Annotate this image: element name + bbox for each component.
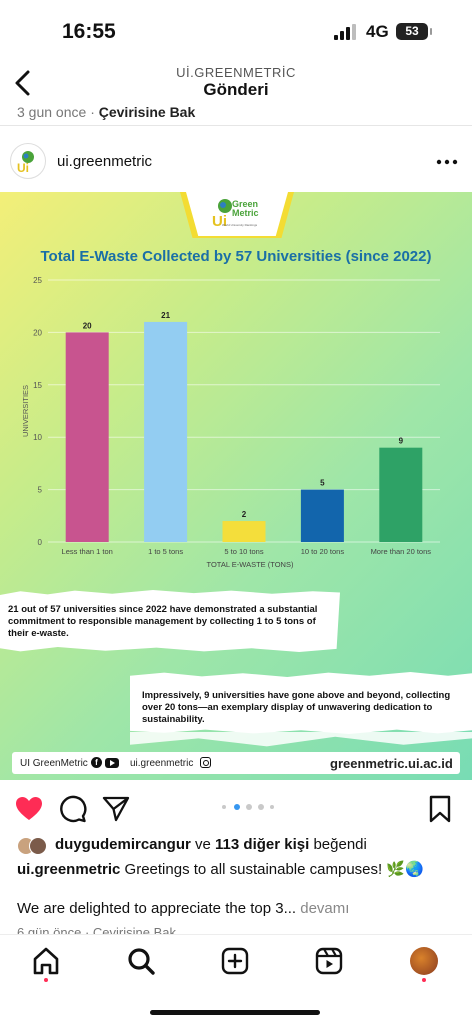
bar bbox=[300, 489, 344, 542]
torn-paper-edge bbox=[130, 732, 472, 747]
x-tick-label: 1 to 5 tons bbox=[148, 547, 183, 556]
signal-icon bbox=[334, 24, 356, 40]
profile-notification-dot bbox=[422, 978, 426, 982]
greenmetric-globe-icon: Ui bbox=[212, 199, 232, 228]
profile-avatar[interactable] bbox=[410, 947, 438, 975]
more-options-icon[interactable] bbox=[432, 152, 462, 172]
y-tick-label: 10 bbox=[33, 433, 42, 442]
logo-text: Green Metric bbox=[232, 199, 259, 218]
send-icon[interactable] bbox=[101, 794, 131, 824]
y-tick-label: 15 bbox=[33, 381, 42, 390]
post-image[interactable]: Ui Green Metric World University Ranking… bbox=[0, 192, 472, 780]
bookmark-icon[interactable] bbox=[425, 794, 455, 824]
reels-icon[interactable] bbox=[313, 945, 345, 977]
home-icon[interactable] bbox=[30, 945, 62, 977]
caption-more-text: We are delighted to appreciate the top 3… bbox=[17, 900, 297, 917]
bar-data-label: 21 bbox=[161, 311, 170, 320]
caption-username[interactable]: ui.greenmetric bbox=[17, 861, 121, 878]
previous-post-time: 3 gun once bbox=[17, 104, 87, 120]
meta-separator: · bbox=[90, 104, 95, 120]
page-title: Gönderi bbox=[203, 80, 269, 99]
carousel-dot bbox=[246, 804, 252, 810]
battery-icon: 53 bbox=[396, 23, 432, 40]
y-tick-label: 5 bbox=[38, 486, 43, 495]
status-bar: 16:55 4G 53 bbox=[0, 0, 472, 60]
network-type: 4G bbox=[366, 22, 389, 41]
x-tick-label: More than 20 tons bbox=[371, 547, 432, 556]
greenmetric-logo-icon: Ui bbox=[17, 151, 34, 174]
liked-by-user[interactable]: duygudemircangur bbox=[55, 836, 191, 853]
bar bbox=[144, 321, 188, 542]
image-footer: UI GreenMetric f ui.greenmetric greenmet… bbox=[12, 752, 460, 774]
nav-header: Uİ.GREENMETRİC Gönderi bbox=[0, 60, 472, 108]
previous-post-meta: 3 gun once · Çevirisine Bak bbox=[17, 104, 195, 120]
liked-joiner: ve bbox=[195, 836, 211, 853]
tab-bar bbox=[0, 934, 472, 1024]
back-button[interactable] bbox=[10, 68, 36, 98]
bar-data-label: 2 bbox=[242, 510, 247, 519]
status-time: 16:55 bbox=[62, 20, 116, 43]
svg-text:Ui: Ui bbox=[17, 161, 29, 174]
carousel-dot bbox=[222, 805, 226, 809]
post-actions bbox=[0, 790, 472, 830]
y-axis-label: UNIVERSITIES bbox=[21, 385, 30, 437]
plus-square-icon[interactable] bbox=[219, 945, 251, 977]
post-header: Ui ui.greenmetric bbox=[0, 140, 472, 186]
y-tick-label: 20 bbox=[33, 328, 42, 337]
carousel-dot bbox=[234, 804, 240, 810]
bar bbox=[379, 447, 423, 542]
bar bbox=[222, 521, 266, 542]
x-axis-label: TOTAL E-WASTE (TONS) bbox=[207, 560, 294, 569]
comment-icon[interactable] bbox=[57, 794, 87, 824]
carousel-dot bbox=[270, 805, 274, 809]
carousel-dot bbox=[258, 804, 264, 810]
heart-icon[interactable] bbox=[14, 794, 44, 824]
next-post-meta: 6 gün önce · Çevirisine Bak bbox=[17, 925, 176, 934]
likes-line[interactable]: duygudemircangur ve 113 diğer kişi beğen… bbox=[17, 836, 367, 855]
header-account-name[interactable]: Uİ.GREENMETRİC bbox=[176, 65, 296, 80]
liker-avatar bbox=[29, 837, 47, 855]
x-tick-label: 10 to 20 tons bbox=[301, 547, 345, 556]
home-indicator bbox=[150, 1010, 320, 1015]
note-above-and-beyond: Impressively, 9 universities have gone a… bbox=[130, 672, 472, 734]
liked-suffix: beğendi bbox=[313, 836, 367, 853]
footer-handle: ui.greenmetric bbox=[130, 758, 194, 769]
avatar[interactable]: Ui bbox=[10, 143, 46, 179]
caption-continued: We are delighted to appreciate the top 3… bbox=[17, 900, 349, 917]
liked-others[interactable]: 113 diğer kişi bbox=[215, 836, 310, 853]
instagram-icon bbox=[200, 757, 211, 768]
caption-text: Greetings to all sustainable campuses! 🌿… bbox=[124, 861, 424, 878]
bar-data-label: 5 bbox=[320, 479, 325, 488]
post-username[interactable]: ui.greenmetric bbox=[57, 153, 153, 170]
y-tick-label: 0 bbox=[38, 538, 43, 547]
divider bbox=[0, 125, 472, 126]
x-tick-label: Less than 1 ton bbox=[62, 547, 113, 556]
chart-title: Total E-Waste Collected by 57 Universiti… bbox=[40, 248, 432, 265]
search-icon[interactable] bbox=[125, 945, 157, 977]
x-tick-label: 5 to 10 tons bbox=[224, 547, 263, 556]
logo-tagline: World University Rankings bbox=[222, 223, 258, 227]
footer-website: greenmetric.ui.ac.id bbox=[330, 756, 453, 771]
facebook-icon: f bbox=[91, 757, 102, 768]
logo-banner bbox=[186, 192, 288, 236]
see-translation-link[interactable]: Çevirisine Bak bbox=[98, 104, 196, 120]
bar bbox=[65, 332, 109, 542]
y-tick-label: 25 bbox=[33, 276, 42, 285]
footer-brand: UI GreenMetric bbox=[20, 758, 88, 769]
more-link[interactable]: devamı bbox=[300, 900, 350, 917]
note-substantial-commitment: 21 out of 57 universities since 2022 hav… bbox=[0, 590, 340, 652]
caption: ui.greenmetric Greetings to all sustaina… bbox=[17, 860, 424, 878]
bar-data-label: 9 bbox=[399, 437, 404, 446]
bar-data-label: 20 bbox=[83, 321, 92, 330]
home-notification-dot bbox=[44, 978, 48, 982]
svg-text:Ui: Ui bbox=[212, 213, 227, 228]
youtube-icon bbox=[105, 758, 119, 768]
